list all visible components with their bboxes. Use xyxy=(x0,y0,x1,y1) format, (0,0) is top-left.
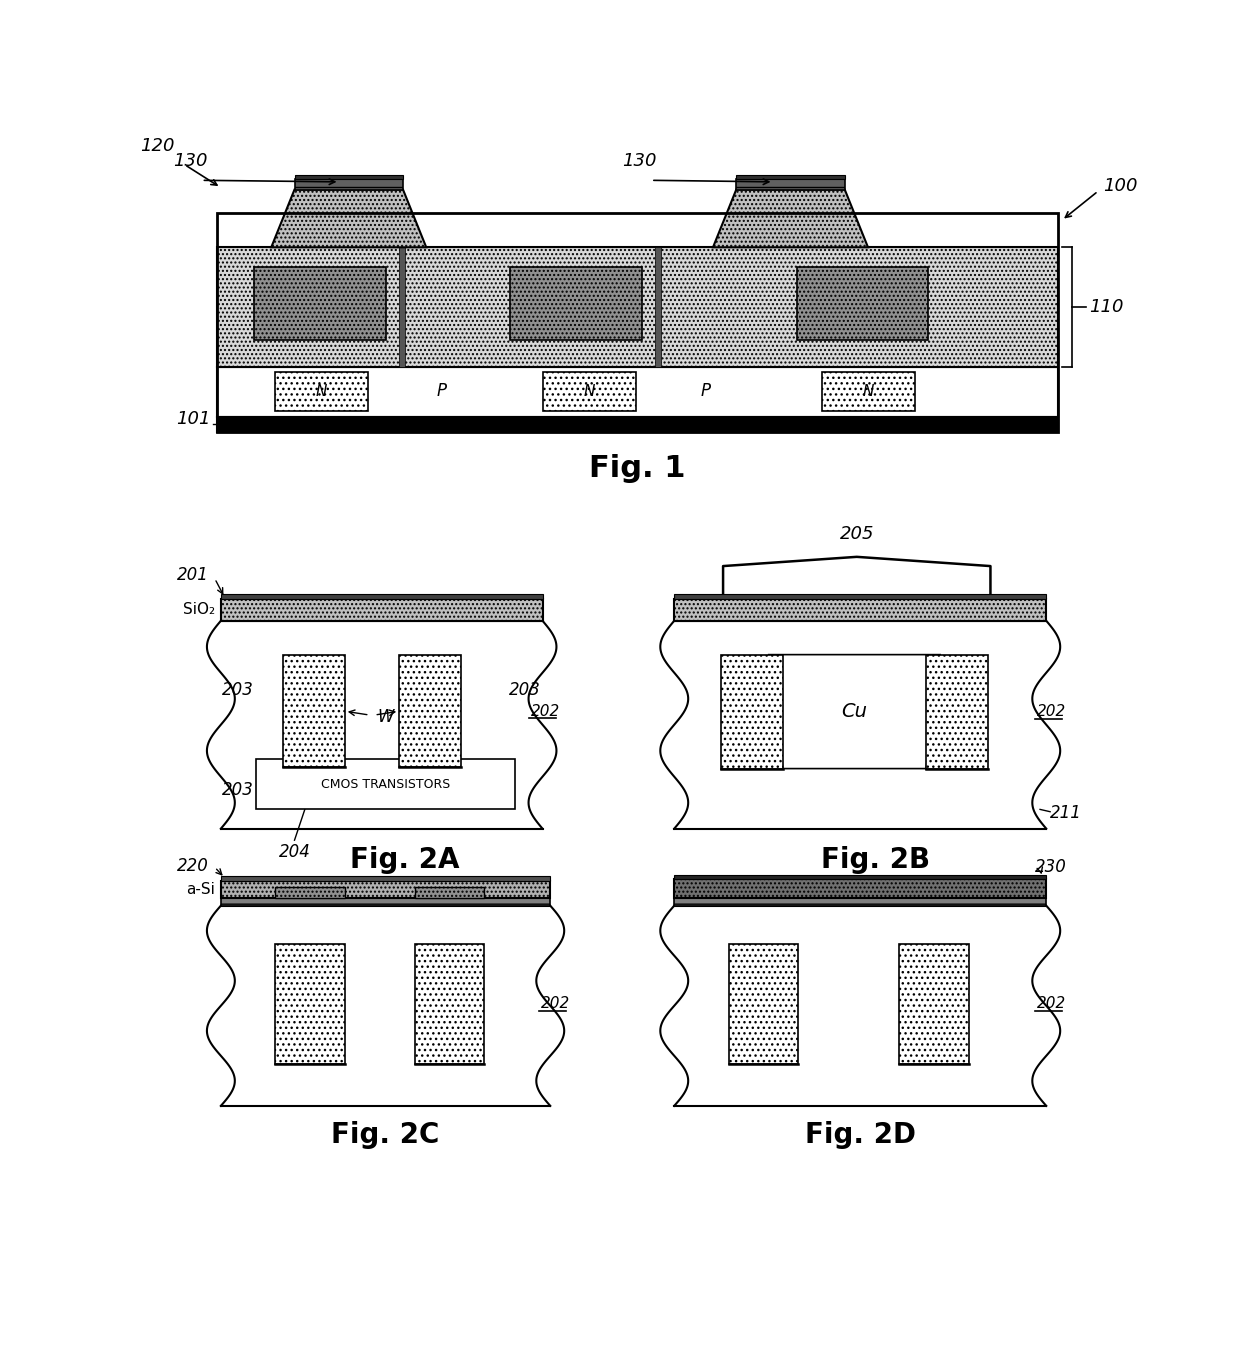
Text: Fig. 2D: Fig. 2D xyxy=(805,1121,916,1149)
Polygon shape xyxy=(769,654,940,768)
Polygon shape xyxy=(207,621,557,829)
Text: 130: 130 xyxy=(622,152,657,171)
Text: W: W xyxy=(377,709,394,726)
Text: CMOS TRANSISTORS: CMOS TRANSISTORS xyxy=(321,778,450,791)
Text: 205: 205 xyxy=(839,524,874,543)
Text: Fig. 1: Fig. 1 xyxy=(589,454,686,482)
Text: a-Si: a-Si xyxy=(186,882,215,897)
Text: 204: 204 xyxy=(279,843,310,860)
Text: 101: 101 xyxy=(176,411,211,428)
Text: Fig. 2B: Fig. 2B xyxy=(821,846,930,874)
Bar xyxy=(221,881,551,898)
Bar xyxy=(821,373,915,411)
Polygon shape xyxy=(272,190,427,248)
Bar xyxy=(275,373,368,411)
Bar xyxy=(675,875,1047,879)
Bar xyxy=(399,248,405,367)
Text: 230: 230 xyxy=(1034,858,1066,877)
Bar xyxy=(255,759,516,809)
Bar xyxy=(221,898,551,905)
Bar xyxy=(217,417,1058,432)
Text: 100: 100 xyxy=(1102,176,1137,195)
Bar xyxy=(797,267,929,340)
Text: 202: 202 xyxy=(1037,996,1066,1011)
Bar xyxy=(217,367,1058,417)
Bar xyxy=(899,944,968,1064)
Bar xyxy=(283,656,345,767)
Bar xyxy=(295,179,403,190)
Text: P: P xyxy=(701,382,711,400)
Text: N: N xyxy=(316,383,327,398)
Bar xyxy=(675,593,1047,599)
Bar xyxy=(729,944,799,1064)
Bar xyxy=(217,248,1058,367)
Polygon shape xyxy=(661,621,1060,829)
Text: Fig. 2C: Fig. 2C xyxy=(331,1121,440,1149)
Bar xyxy=(675,599,1047,621)
Bar xyxy=(221,875,551,881)
Text: Fig. 2A: Fig. 2A xyxy=(350,846,460,874)
Text: 220: 220 xyxy=(177,856,210,874)
Text: 202: 202 xyxy=(1037,705,1066,720)
Polygon shape xyxy=(713,190,868,248)
Bar xyxy=(295,175,403,179)
Text: N: N xyxy=(583,383,595,398)
Text: 211: 211 xyxy=(1050,805,1083,822)
Text: 201: 201 xyxy=(177,565,210,584)
Bar xyxy=(221,599,543,621)
Bar xyxy=(675,898,1047,905)
Bar xyxy=(737,175,844,179)
Text: 203: 203 xyxy=(510,682,541,699)
Bar xyxy=(737,179,844,190)
Bar xyxy=(221,593,543,599)
Bar xyxy=(675,879,1047,898)
Text: Cu: Cu xyxy=(842,702,868,721)
Bar xyxy=(254,267,386,340)
Bar xyxy=(275,944,345,1064)
Polygon shape xyxy=(207,905,564,1106)
Text: 120: 120 xyxy=(140,137,175,156)
Bar xyxy=(275,888,345,898)
Bar xyxy=(926,654,988,768)
Text: P: P xyxy=(436,382,446,400)
Text: 203: 203 xyxy=(222,682,254,699)
Polygon shape xyxy=(661,905,1060,1106)
Text: 202: 202 xyxy=(531,703,560,718)
Text: 203: 203 xyxy=(222,780,254,799)
Bar xyxy=(543,373,635,411)
Bar xyxy=(510,267,642,340)
Bar xyxy=(720,654,782,768)
Bar xyxy=(217,213,1058,432)
Bar xyxy=(655,248,661,367)
Text: 130: 130 xyxy=(172,152,207,171)
Text: 110: 110 xyxy=(1089,298,1123,316)
Text: N: N xyxy=(862,383,874,398)
Bar xyxy=(414,888,485,898)
Bar xyxy=(399,656,461,767)
Text: 202: 202 xyxy=(541,996,570,1011)
Bar xyxy=(414,944,485,1064)
Text: SiO₂: SiO₂ xyxy=(182,603,215,618)
